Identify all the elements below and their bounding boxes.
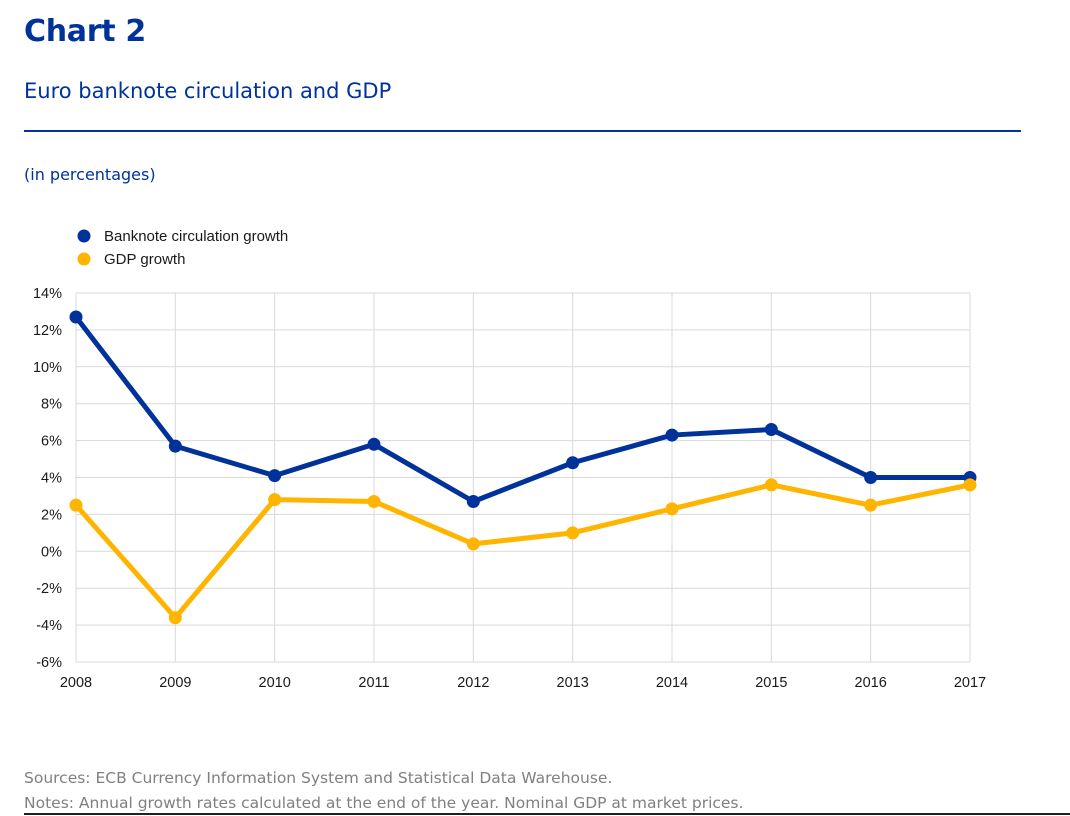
x-tick-label: 2015 [755, 675, 787, 691]
y-tick-label: -2% [36, 581, 62, 597]
y-tick-label: 4% [41, 471, 62, 487]
chart-series [69, 310, 977, 625]
bottom-divider [24, 813, 1070, 815]
data-point [764, 423, 778, 437]
series-banknote-circulation-growth [69, 310, 977, 508]
legend-marker [77, 229, 91, 243]
x-tick-label: 2016 [855, 675, 887, 691]
series-gdp-growth [69, 478, 977, 625]
data-point [268, 469, 282, 483]
y-tick-label: -6% [36, 655, 62, 671]
x-tick-label: 2011 [358, 675, 389, 691]
legend-item: GDP growth [77, 251, 185, 268]
data-point [864, 471, 878, 484]
data-point [566, 456, 580, 470]
notes-footnote: Notes: Annual growth rates calculated at… [24, 794, 744, 812]
data-point [665, 428, 679, 442]
data-point [864, 498, 878, 512]
y-tick-label: 8% [41, 397, 62, 413]
data-point [69, 310, 83, 324]
chart-number: Chart 2 [24, 14, 146, 49]
data-point [764, 478, 778, 492]
x-tick-label: 2010 [259, 675, 291, 691]
legend-label: Banknote circulation growth [104, 228, 288, 245]
legend-marker [77, 252, 91, 266]
legend-item: Banknote circulation growth [77, 228, 288, 245]
data-point [168, 611, 182, 625]
x-tick-label: 2013 [557, 675, 589, 691]
data-point [367, 494, 381, 508]
y-tick-label: 14% [33, 286, 62, 302]
data-point [466, 537, 480, 551]
y-tick-label: -4% [36, 618, 62, 634]
x-tick-label: 2017 [954, 675, 986, 691]
x-axis: 2008 2009 2010 2011 2012 2013 2014 2015 2016 2017 [60, 675, 986, 691]
series-line [73, 314, 973, 504]
title-divider [24, 130, 1021, 132]
data-point [665, 502, 679, 516]
y-tick-label: 6% [41, 434, 62, 450]
sources-note: Sources: ECB Currency Information System… [24, 769, 613, 787]
x-tick-label: 2009 [159, 675, 191, 691]
data-point [367, 437, 381, 451]
legend-label: GDP growth [104, 251, 185, 268]
chart-grid [75, 292, 971, 663]
data-point [268, 493, 282, 507]
y-tick-label: 10% [33, 360, 62, 376]
data-point [466, 494, 480, 508]
x-tick-label: 2012 [457, 675, 489, 691]
chart-title: Euro banknote circulation and GDP [24, 79, 392, 103]
series-line [73, 482, 973, 621]
y-axis: 14% 12% 10% 8% 6% 4% 2% 0% -2% -4% -6% [33, 286, 62, 671]
units-label: (in percentages) [24, 165, 156, 184]
data-point [69, 498, 83, 512]
data-point [566, 526, 580, 540]
data-point [168, 439, 182, 453]
y-tick-label: 12% [33, 323, 62, 339]
y-tick-label: 2% [41, 507, 62, 523]
x-tick-label: 2008 [60, 675, 92, 691]
x-tick-label: 2014 [656, 675, 688, 691]
chart-legend: Banknote circulation growth GDP growth [77, 228, 288, 268]
y-tick-label: 0% [41, 544, 62, 560]
data-point [963, 478, 977, 492]
